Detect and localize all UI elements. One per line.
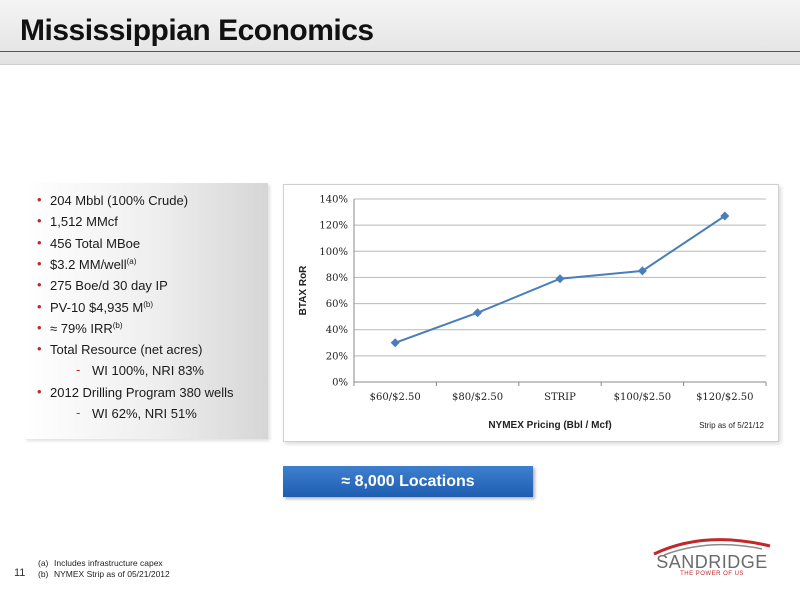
bullet-marker-icon: •: [37, 255, 42, 271]
bullet-item: • Total Resource (net acres): [24, 341, 203, 358]
bullet-marker-icon: •: [37, 277, 42, 293]
bullet-text: Total Resource (net acres): [50, 342, 203, 358]
bullet-marker-icon: •: [37, 234, 42, 250]
footnote-ref: (b): [143, 299, 154, 309]
dash-marker-icon: -: [76, 362, 81, 378]
logo-tagline: THE POWER OF US: [680, 571, 744, 577]
bullet-item: • 204 Mbbl (100% Crude): [24, 192, 189, 208]
bullet-marker-icon: •: [37, 213, 42, 229]
y-tick-label: 120%: [319, 221, 348, 232]
y-tick-label: 40%: [326, 325, 348, 336]
slide-title: Mississippian Economics: [20, 14, 374, 47]
bullet-item: • PV-10 $4,935 M(b): [24, 298, 154, 315]
y-tick-label: 20%: [326, 351, 348, 362]
bullet-text: 2012 Drilling Program 380 wells: [50, 384, 234, 400]
bullet-text: 1,512 MMcf: [50, 214, 118, 230]
chart-annotation: Strip as of 5/21/12: [699, 421, 764, 430]
footnote-key: (b): [38, 569, 49, 579]
footnote-ref: (b): [112, 320, 123, 330]
bullet-item: • 456 Total MBoe: [24, 234, 141, 251]
logo-swoosh-icon: [653, 538, 771, 556]
y-axis-title: BTAX RoR: [298, 265, 309, 316]
bullet-marker-icon: •: [37, 341, 42, 357]
bullet-item: • $3.2 MM/well(a): [24, 255, 137, 272]
footnote-text: NYMEX Strip as of 05/21/2012: [54, 569, 170, 579]
footnote-key: (a): [38, 558, 49, 568]
bullet-text: 275 Boe/d 30 day IP: [50, 278, 168, 294]
bullet-item: • ≈ 79% IRR(b): [24, 319, 123, 336]
footnotes: (a) Includes infrastructure capex (b) NYME…: [38, 558, 170, 580]
data-point-marker: [390, 338, 400, 348]
x-tick-label: $120/$2.50: [696, 392, 753, 403]
footnote-b: (b) NYMEX Strip as of 05/21/2012: [38, 569, 170, 580]
footnote-ref: (a): [126, 256, 137, 266]
page-number: 11: [14, 567, 26, 579]
data-point-marker: [720, 211, 730, 221]
data-point-marker: [637, 266, 647, 276]
y-tick-label: 60%: [326, 299, 348, 310]
sandridge-logo: SANDRIDGE THE POWER OF US: [644, 534, 780, 580]
bullet-marker-icon: •: [37, 298, 42, 314]
data-point-marker: [473, 308, 483, 318]
footnote-a: (a) Includes infrastructure capex: [38, 558, 170, 569]
bullet-item: • 275 Boe/d 30 day IP: [24, 277, 168, 294]
bullet-text: $3.2 MM/well: [50, 256, 127, 272]
dash-marker-icon: -: [76, 405, 81, 420]
sub-bullet-item: - WI 100%, NRI 83%: [24, 362, 204, 379]
title-bar: Mississippian Economics: [0, 0, 800, 65]
data-point-marker: [555, 274, 565, 284]
bullet-marker-icon: •: [37, 319, 42, 335]
y-tick-label: 0%: [332, 378, 348, 389]
bullet-marker-icon: •: [37, 383, 42, 399]
locations-callout: ≈ 8,000 Locations: [283, 466, 533, 497]
line-chart: 0% 20% 40% 60% 80% 100% 120% 140% $60/$2.50 $80/$…: [298, 195, 767, 431]
x-tick-label: $60/$2.50: [370, 392, 421, 403]
x-tick-label: STRIP: [544, 392, 576, 403]
bullet-text: ≈ 79% IRR: [50, 320, 113, 336]
x-axis-title: NYMEX Pricing (Bbl / Mcf): [488, 420, 611, 431]
logo-wordmark: SANDRIDGE: [656, 552, 768, 572]
bullet-text: 204 Mbbl (100% Crude): [50, 193, 189, 208]
bullet-item: • 2012 Drilling Program 380 wells: [24, 383, 234, 400]
y-tick-label: 100%: [319, 247, 348, 258]
title-divider: [0, 51, 800, 52]
bullet-text: 456 Total MBoe: [50, 235, 141, 251]
y-tick-label: 140%: [319, 195, 348, 206]
sub-bullet-item: - WI 62%, NRI 51%: [24, 405, 197, 421]
bullet-text: WI 62%, NRI 51%: [92, 406, 197, 421]
x-tick-label: $100/$2.50: [614, 392, 671, 403]
footnote-text: Includes infrastructure capex: [54, 558, 163, 568]
y-tick-label: 80%: [326, 273, 348, 284]
bullet-panel: • 204 Mbbl (100% Crude) • 1,512 MMcf • 456 To…: [24, 183, 268, 439]
bullet-text: PV-10 $4,935 M: [50, 299, 144, 315]
x-tick-label: $80/$2.50: [452, 392, 503, 403]
bullet-text: WI 100%, NRI 83%: [92, 363, 204, 379]
bullet-marker-icon: •: [37, 192, 42, 207]
bullet-item: • 1,512 MMcf: [24, 213, 118, 230]
chart-panel: 0% 20% 40% 60% 80% 100% 120% 140% $60/$2.50 $80/$…: [283, 184, 779, 442]
